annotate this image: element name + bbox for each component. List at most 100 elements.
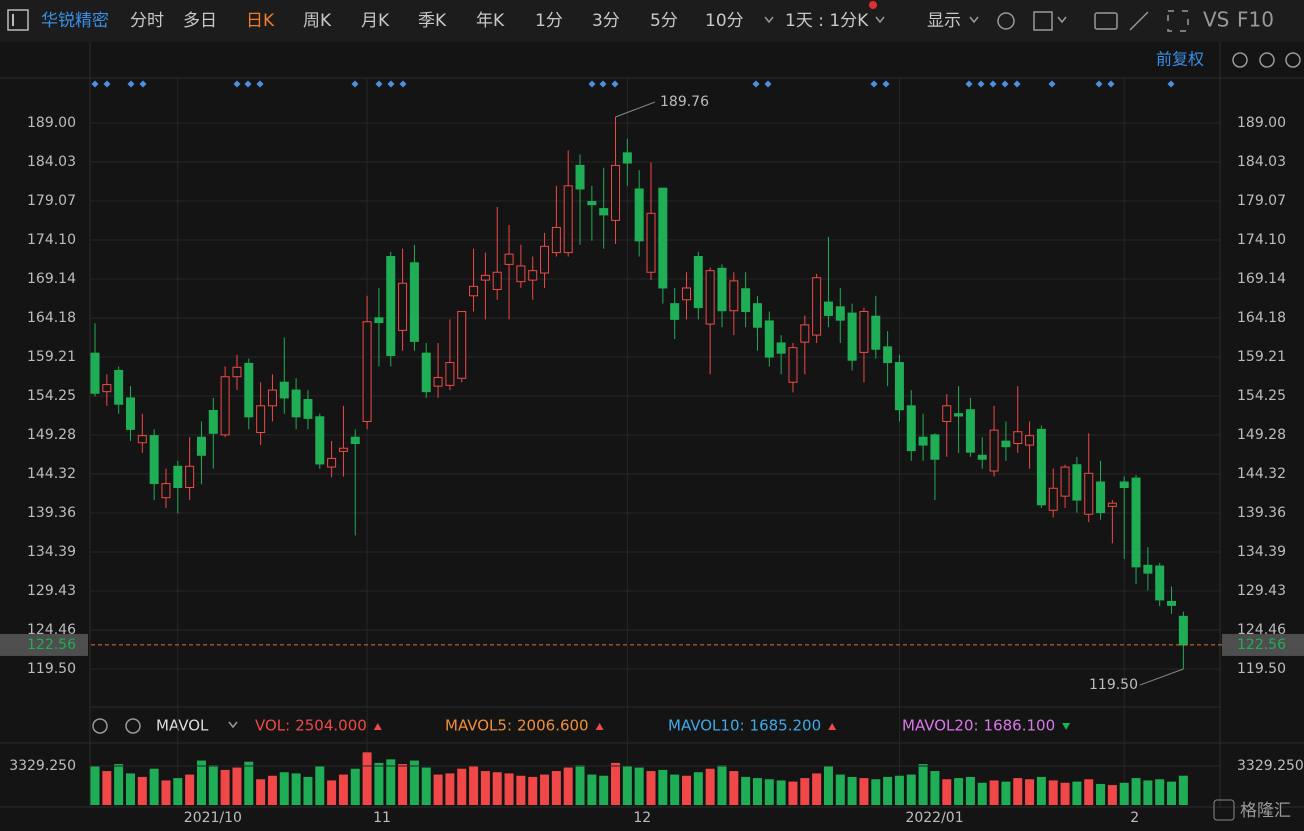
volume-bar — [1107, 785, 1117, 805]
symbol[interactable]: 华锐精密 — [41, 11, 109, 31]
interval[interactable]: 1天 : 1分K — [785, 11, 869, 31]
period-tab[interactable]: 1分 — [535, 11, 563, 31]
zoom-in-icon[interactable] — [1285, 52, 1301, 68]
volume-bar — [433, 774, 443, 805]
volume-bar — [954, 778, 964, 805]
candle-body — [776, 342, 786, 354]
display[interactable]: 显示 — [927, 11, 961, 31]
volume-bar — [776, 780, 786, 805]
period-tab[interactable]: 10分 — [705, 11, 744, 31]
signal-marker — [256, 80, 264, 88]
volume-bar — [918, 764, 928, 805]
volume-bar — [611, 762, 621, 805]
candle-body — [386, 256, 396, 357]
y-tick-label: 179.07 — [27, 193, 76, 209]
y-tick-label: 119.50 — [27, 661, 76, 677]
candle-body — [717, 267, 727, 312]
candle-body — [315, 416, 325, 465]
candle-body — [705, 270, 715, 325]
candle-body — [244, 362, 254, 418]
period-tab[interactable]: 月K — [361, 11, 390, 31]
y-tick-label: 134.39 — [27, 544, 76, 560]
chevron[interactable] — [764, 16, 774, 24]
volume-bar — [823, 766, 833, 805]
y-tick-label: 149.28 — [27, 427, 76, 443]
y-tick-label: 159.21 — [27, 349, 76, 365]
tool-vs[interactable]: VS — [1203, 8, 1229, 32]
volume-bar — [1025, 779, 1035, 805]
candle-body — [480, 274, 490, 281]
volume-bar — [315, 766, 325, 805]
settings-icon[interactable] — [997, 12, 1015, 30]
candle-body — [918, 436, 928, 446]
period-tab[interactable]: 季K — [418, 11, 447, 31]
chevron[interactable] — [969, 16, 979, 24]
volume-bar — [587, 774, 597, 805]
signal-marker — [399, 80, 407, 88]
y-tick-label-right: 154.25 — [1237, 388, 1286, 404]
y-tick-label-right: 119.50 — [1237, 661, 1286, 677]
signal-marker — [752, 80, 760, 88]
vol-legend-name: MAVOL5: — [445, 717, 512, 735]
square-icon[interactable] — [1033, 11, 1053, 31]
chevron[interactable] — [875, 16, 885, 24]
candle-body — [540, 245, 550, 274]
candle-body — [256, 405, 266, 434]
period-tab[interactable]: 周K — [303, 11, 332, 31]
volume-bar — [504, 773, 514, 805]
pen-icon[interactable] — [1129, 11, 1149, 31]
candle-body — [954, 413, 964, 417]
candle-body — [185, 465, 195, 488]
candle-body — [1131, 477, 1141, 568]
volume-bar — [1155, 779, 1165, 805]
volume-bar — [338, 774, 348, 805]
volume-bar — [279, 772, 289, 805]
period-tab[interactable]: 分时 — [130, 11, 164, 31]
candle-body — [670, 303, 680, 320]
candle-body — [989, 429, 999, 472]
period-tab[interactable]: 5分 — [650, 11, 678, 31]
volume-bar — [1131, 778, 1141, 805]
volume-bar — [930, 771, 940, 805]
y-tick-label-right: 144.32 — [1237, 466, 1286, 482]
fullscreen-icon[interactable] — [1167, 10, 1189, 32]
volume-bar — [883, 776, 893, 805]
x-tick-label: 2022/01 — [905, 810, 963, 826]
signal-marker — [764, 80, 772, 88]
period-tab[interactable]: 年K — [476, 11, 505, 31]
candle-body — [658, 187, 668, 289]
volume-bar — [1084, 779, 1094, 805]
vol-settings-icon[interactable] — [92, 718, 108, 734]
candle-body — [634, 188, 644, 242]
candle-body — [930, 434, 940, 460]
menu-icon[interactable] — [7, 9, 29, 31]
candle-body — [338, 447, 348, 452]
volume-bar — [196, 760, 206, 805]
y-tick-label: 174.10 — [27, 232, 76, 248]
candle-body — [173, 465, 183, 488]
period-tab[interactable]: 多日 — [183, 11, 217, 31]
volume-bar — [303, 776, 313, 805]
candle-body — [563, 185, 573, 254]
period-tab[interactable]: 日K — [246, 11, 275, 31]
volume-bar — [847, 776, 857, 805]
chevron[interactable] — [1057, 16, 1067, 24]
tool-f10[interactable]: F10 — [1237, 8, 1274, 32]
vol-close-icon[interactable] — [125, 718, 141, 734]
candle-body — [90, 352, 100, 394]
candle-body — [504, 253, 514, 265]
period-tab[interactable]: 3分 — [592, 11, 620, 31]
volume-bar — [149, 768, 159, 805]
volume-bar — [480, 771, 490, 805]
adjust[interactable]: 前复权 — [1156, 50, 1204, 69]
volume-bar — [232, 767, 242, 805]
camera-icon[interactable] — [1094, 12, 1118, 30]
chevron[interactable] — [228, 721, 238, 729]
undo-icon[interactable] — [1232, 52, 1248, 68]
candle-body — [587, 201, 597, 206]
zoom-out-icon[interactable] — [1259, 52, 1275, 68]
y-tick-label: 144.32 — [27, 466, 76, 482]
candle-body — [1025, 435, 1035, 446]
volume-bar — [492, 772, 502, 805]
volume-bar — [1096, 783, 1106, 805]
